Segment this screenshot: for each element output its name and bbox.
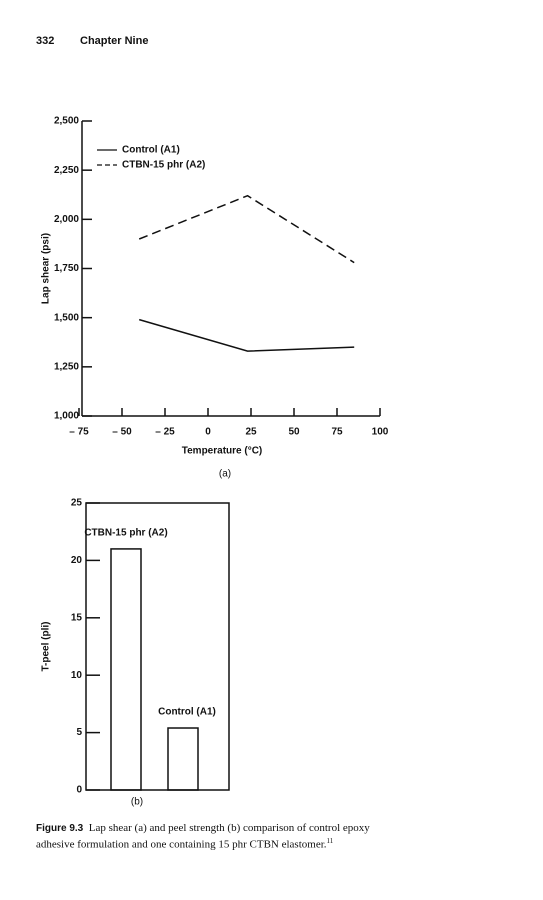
plot-frame [85,502,230,791]
y-tick-label: 1,500 [54,312,79,323]
x-tick-label: – 50 [112,427,132,438]
y-tick-label: 25 [71,498,83,509]
bar [167,727,199,791]
y-tick-label: 2,500 [54,116,79,127]
figure: 1,000 1,250 1,500 1,750 2,000 2,250 2,500 – 75 –… [41,116,389,808]
bar [110,548,142,791]
panel-label: (a) [219,469,231,480]
x-axis-label: Temperature (°C) [182,446,263,457]
caption: Figure 9.3 Lap shear (a) and peel streng… [36,822,396,851]
series-line [138,318,355,352]
x-tick-label: 50 [288,427,300,438]
series-line [138,194,355,264]
x-tick-label: 75 [331,427,343,438]
x-tick-label: 25 [245,427,257,438]
legend-label: Control (A1) [122,145,180,156]
x-tick-label: – 25 [155,427,175,438]
x-tick-label: 100 [372,427,389,438]
bar-label: CTBN-15 phr (A2) [84,528,167,539]
panel-label: (b) [131,797,143,808]
legend-label: CTBN-15 phr (A2) [122,160,205,171]
y-axis-label: Lap shear (psi) [41,233,52,304]
x-tick-label: 0 [205,427,211,438]
y-axis-label: T-peel (pli) [41,622,52,672]
y-tick-label: 1,000 [54,411,79,422]
page-number: 332 [36,35,55,47]
y-tick-label: 1,750 [54,263,79,274]
y-tick-label: 10 [71,670,83,681]
caption-ref: 11 [326,837,334,845]
chapter-title: Chapter Nine [80,35,149,47]
bar-label: Control (A1) [158,707,216,718]
caption-text: Lap shear (a) and peel strength (b) comp… [36,822,370,851]
y-tick-label: 2,000 [54,214,79,225]
y-tick-label: 2,250 [54,165,79,176]
y-tick-label: 20 [71,555,83,566]
x-tick-label: – 75 [69,427,89,438]
y-tick-label: 15 [71,612,83,623]
caption-label: Figure 9.3 [36,823,84,834]
y-tick-label: 1,250 [54,361,79,372]
y-tick-label: 5 [76,727,82,738]
y-tick-label: 0 [76,785,82,796]
